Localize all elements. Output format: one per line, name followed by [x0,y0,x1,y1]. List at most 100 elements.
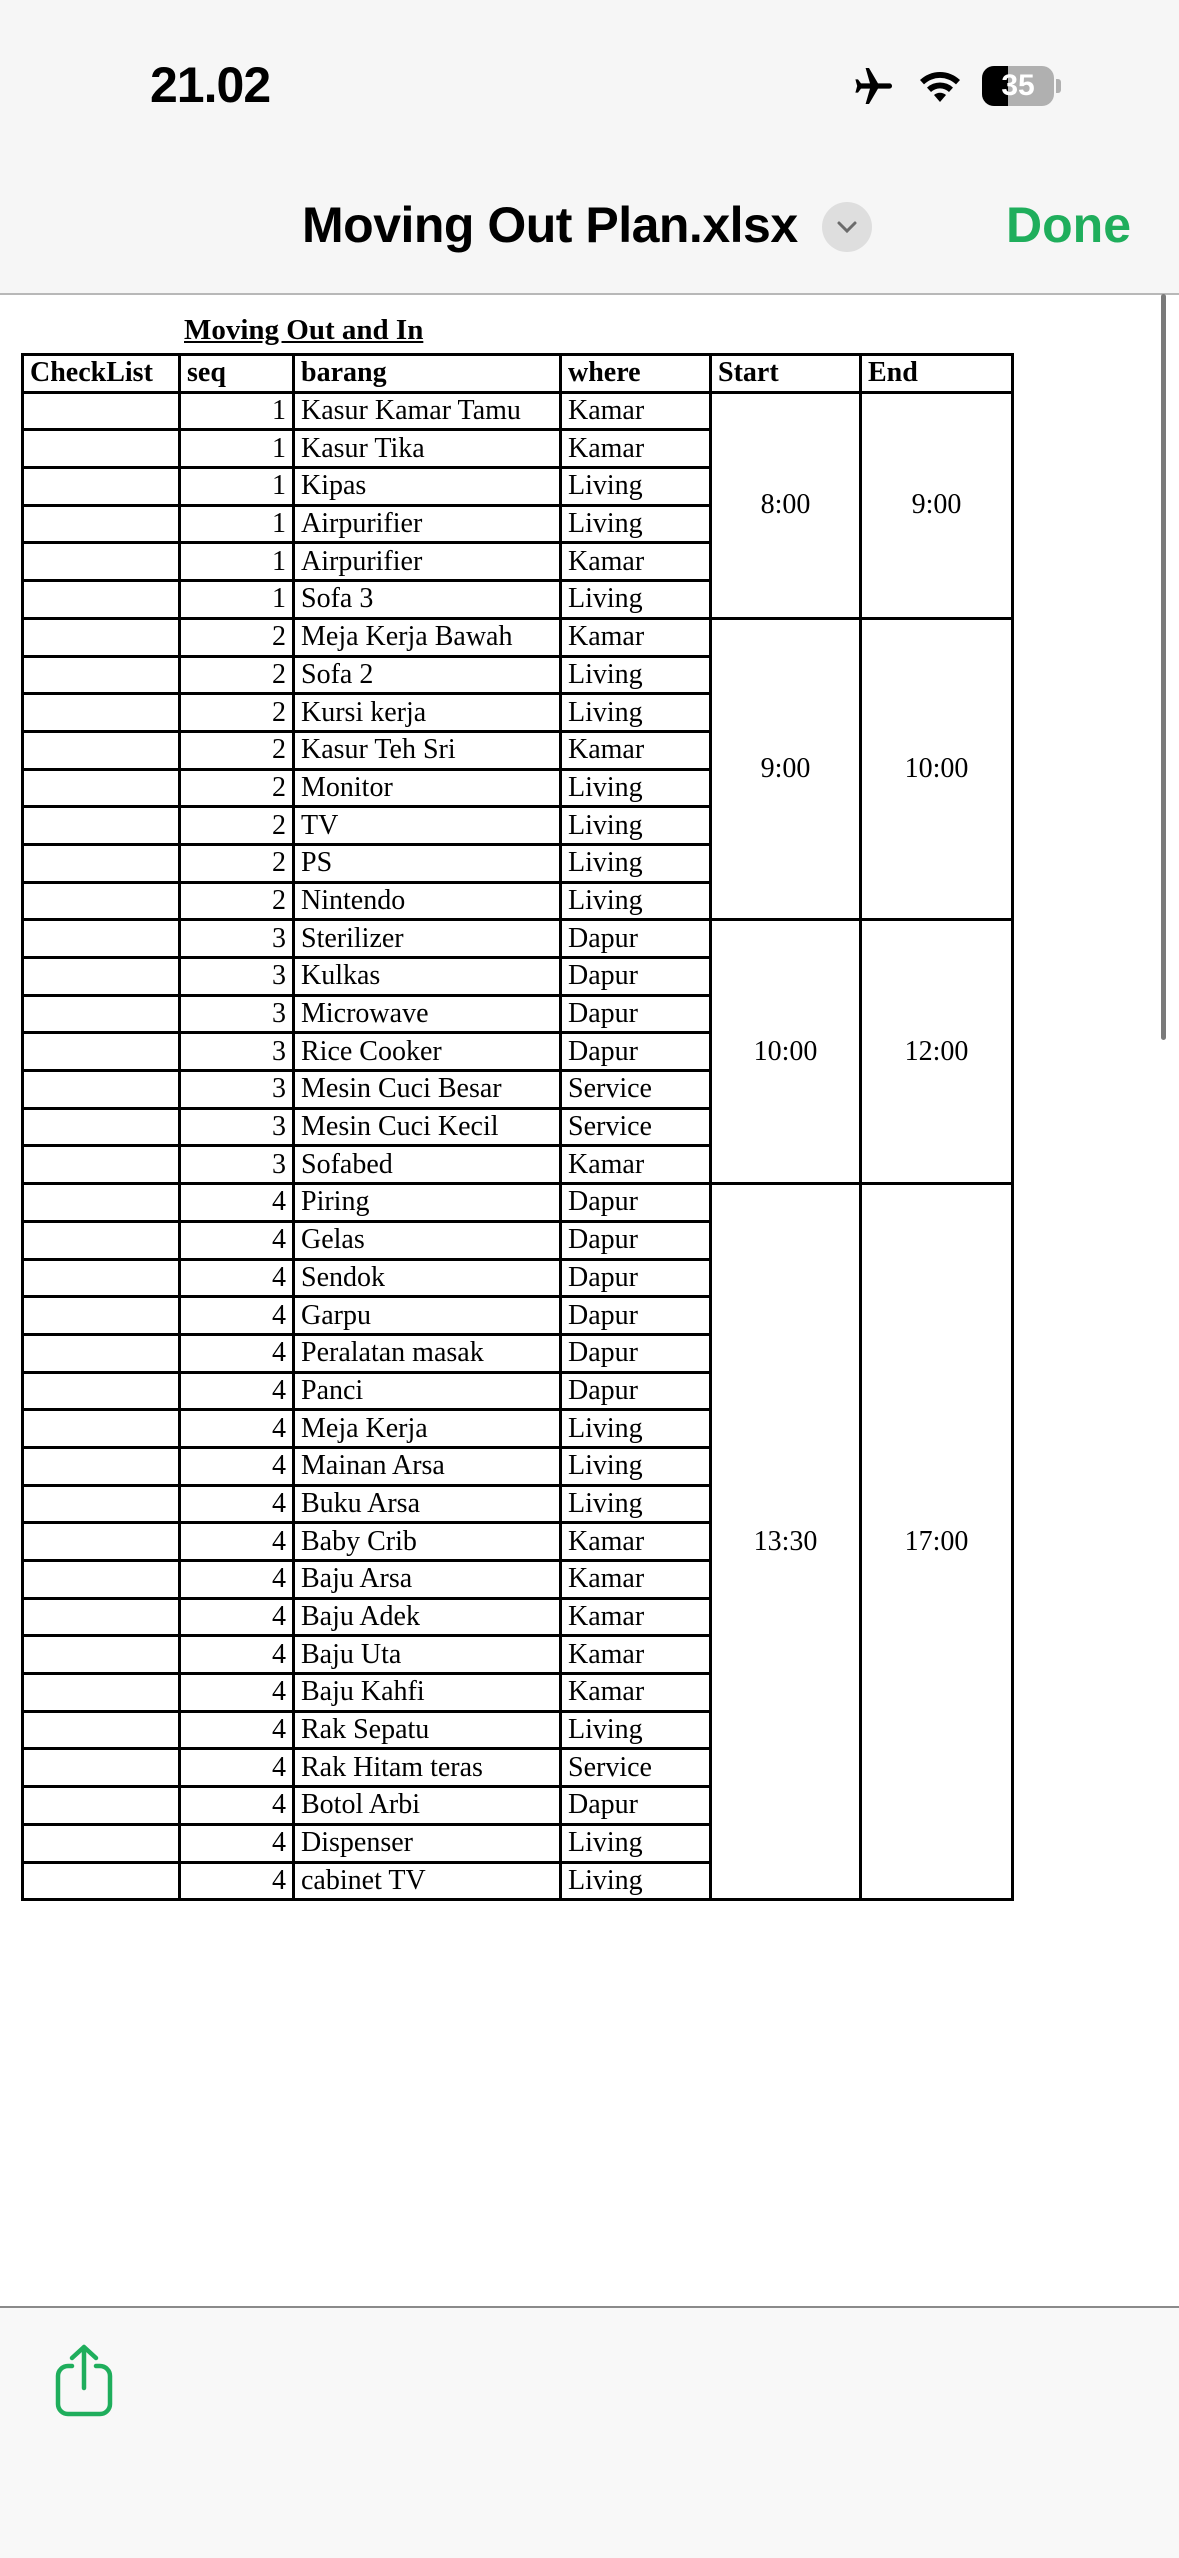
checklist-cell[interactable] [21,654,181,696]
seq-cell[interactable]: 3 [178,1031,295,1073]
seq-cell[interactable]: 4 [178,1332,295,1374]
barang-cell[interactable]: PS [292,842,562,884]
barang-cell[interactable]: Garpu [292,1295,562,1336]
seq-cell[interactable]: 4 [178,1483,295,1525]
checklist-cell[interactable] [21,842,181,884]
done-button[interactable]: Done [1006,197,1131,253]
barang-cell[interactable]: Peralatan masak [292,1332,562,1374]
seq-cell[interactable]: 4 [178,1521,295,1562]
seq-cell[interactable]: 1 [178,579,295,620]
barang-cell[interactable]: Baju Adek [292,1596,562,1638]
share-button[interactable] [54,2344,114,2423]
seq-cell[interactable]: 3 [178,1106,295,1148]
where-cell[interactable]: Service [559,1106,712,1148]
checklist-cell[interactable] [21,692,181,733]
seq-cell[interactable]: 4 [178,1785,295,1826]
barang-cell[interactable]: Sendok [292,1257,562,1299]
seq-cell[interactable]: 2 [178,805,295,846]
checklist-cell[interactable] [21,541,181,583]
start-time-cell[interactable]: 10:00 [709,918,862,1186]
where-cell[interactable]: Kamar [559,1559,712,1600]
seq-cell[interactable]: 3 [178,993,295,1035]
barang-cell[interactable]: Baju Uta [292,1634,562,1676]
barang-cell[interactable]: Meja Kerja [292,1408,562,1449]
seq-cell[interactable]: 2 [178,616,295,658]
barang-cell[interactable]: Dispenser [292,1822,562,1864]
where-cell[interactable]: Living [559,805,712,846]
checklist-cell[interactable] [21,880,181,922]
where-cell[interactable]: Kamar [559,616,712,658]
column-header-end[interactable]: End [859,353,1014,394]
barang-cell[interactable]: Rak Sepatu [292,1709,562,1751]
checklist-cell[interactable] [21,1031,181,1073]
seq-cell[interactable]: 4 [178,1672,295,1713]
barang-cell[interactable]: Sofa 3 [292,579,562,620]
where-cell[interactable]: Living [559,503,712,545]
column-header-barang[interactable]: barang [292,353,562,394]
barang-cell[interactable]: TV [292,805,562,846]
where-cell[interactable]: Service [559,1069,712,1110]
barang-cell[interactable]: Mainan Arsa [292,1445,562,1487]
seq-cell[interactable]: 4 [178,1295,295,1336]
checklist-cell[interactable] [21,616,181,658]
where-cell[interactable]: Living [559,654,712,696]
checklist-cell[interactable] [21,1219,181,1261]
barang-cell[interactable]: cabinet TV [292,1860,562,1902]
end-time-cell[interactable]: 10:00 [859,616,1014,922]
where-cell[interactable]: Kamar [559,729,712,771]
checklist-cell[interactable] [21,428,181,470]
barang-cell[interactable]: Airpurifier [292,541,562,583]
barang-cell[interactable]: Panci [292,1370,562,1412]
barang-cell[interactable]: Sterilizer [292,918,562,959]
barang-cell[interactable]: Mesin Cuci Kecil [292,1106,562,1148]
barang-cell[interactable]: Kursi kerja [292,692,562,733]
where-cell[interactable]: Kamar [559,1634,712,1676]
column-header-start[interactable]: Start [709,353,862,394]
seq-cell[interactable]: 4 [178,1182,295,1223]
checklist-cell[interactable] [21,390,181,432]
barang-cell[interactable]: Piring [292,1182,562,1223]
where-cell[interactable]: Dapur [559,1031,712,1073]
seq-cell[interactable]: 1 [178,390,295,432]
where-cell[interactable]: Dapur [559,1785,712,1826]
barang-cell[interactable]: Monitor [292,767,562,809]
where-cell[interactable]: Living [559,1483,712,1525]
barang-cell[interactable]: Nintendo [292,880,562,922]
end-time-cell[interactable]: 17:00 [859,1182,1014,1902]
checklist-cell[interactable] [21,503,181,545]
barang-cell[interactable]: Sofa 2 [292,654,562,696]
checklist-cell[interactable] [21,1106,181,1148]
checklist-cell[interactable] [21,1483,181,1525]
seq-cell[interactable]: 4 [178,1370,295,1412]
checklist-cell[interactable] [21,1182,181,1223]
seq-cell[interactable]: 4 [178,1822,295,1864]
seq-cell[interactable]: 2 [178,729,295,771]
where-cell[interactable]: Dapur [559,918,712,959]
where-cell[interactable]: Kamar [559,428,712,470]
barang-cell[interactable]: Kasur Teh Sri [292,729,562,771]
where-cell[interactable]: Dapur [559,993,712,1035]
seq-cell[interactable]: 2 [178,692,295,733]
start-time-cell[interactable]: 13:30 [709,1182,862,1902]
seq-cell[interactable]: 3 [178,918,295,959]
checklist-cell[interactable] [21,1069,181,1110]
where-cell[interactable]: Dapur [559,1257,712,1299]
checklist-cell[interactable] [21,918,181,959]
barang-cell[interactable]: Kasur Kamar Tamu [292,390,562,432]
barang-cell[interactable]: Botol Arbi [292,1785,562,1826]
seq-cell[interactable]: 4 [178,1747,295,1789]
checklist-cell[interactable] [21,1596,181,1638]
seq-cell[interactable]: 2 [178,767,295,809]
barang-cell[interactable]: Meja Kerja Bawah [292,616,562,658]
checklist-cell[interactable] [21,1370,181,1412]
where-cell[interactable]: Living [559,1709,712,1751]
vertical-scrollbar[interactable] [1161,294,1166,1040]
where-cell[interactable]: Service [559,1747,712,1789]
where-cell[interactable]: Dapur [559,1370,712,1412]
where-cell[interactable]: Living [559,880,712,922]
where-cell[interactable]: Dapur [559,1219,712,1261]
seq-cell[interactable]: 4 [178,1445,295,1487]
where-cell[interactable]: Living [559,1822,712,1864]
barang-cell[interactable]: Baju Arsa [292,1559,562,1600]
checklist-cell[interactable] [21,1257,181,1299]
